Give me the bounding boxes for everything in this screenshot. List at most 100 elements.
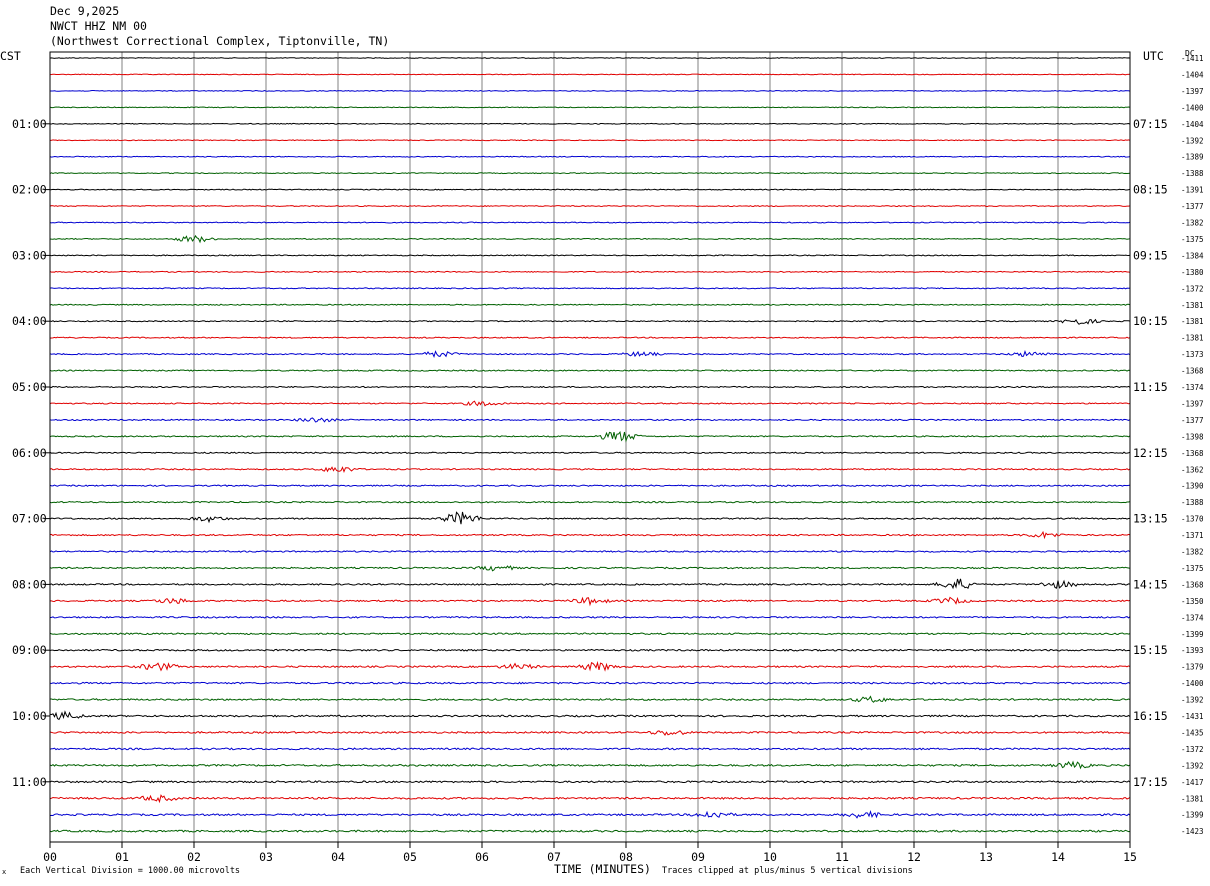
trace-33 (50, 596, 1131, 607)
x-tick-13: 13 (979, 850, 993, 864)
trace-26 (49, 484, 1131, 487)
trace-15 (49, 303, 1131, 306)
dc-offset-43: -1392 (1181, 761, 1204, 770)
trace-25 (49, 466, 1131, 473)
dc-offset-41: -1435 (1181, 728, 1204, 737)
dc-offset-46: -1399 (1181, 811, 1204, 820)
dc-offset-23: -1398 (1181, 432, 1204, 441)
trace-17 (49, 336, 1131, 339)
trace-13 (49, 270, 1131, 273)
dc-offset-labels: -1411 -1404 -1397 -1400 -1404 -1392 -1389 -1388… (1181, 54, 1204, 836)
cst-label-4: 05:00 (12, 380, 47, 394)
dc-offset-2: -1397 (1181, 87, 1204, 96)
trace-20 (49, 385, 1131, 389)
seismic-traces (49, 57, 1131, 833)
dc-offset-25: -1362 (1181, 465, 1204, 474)
trace-27 (49, 500, 1131, 504)
trace-18 (49, 349, 1131, 359)
dc-offset-14: -1372 (1181, 284, 1204, 293)
dc-offset-35: -1399 (1181, 630, 1204, 639)
dc-offset-42: -1372 (1181, 745, 1204, 754)
dc-offset-3: -1400 (1181, 103, 1204, 112)
dc-offset-5: -1392 (1181, 136, 1204, 145)
trace-38 (49, 681, 1131, 685)
dc-offset-26: -1390 (1181, 482, 1204, 491)
x-axis-title: TIME (MINUTES) (554, 862, 651, 876)
x-tick-04: 04 (331, 850, 345, 864)
trace-14 (49, 287, 1131, 290)
x-tick-12: 12 (907, 850, 921, 864)
right-timezone-label: UTC (1143, 49, 1164, 63)
trace-12 (49, 254, 1131, 257)
dc-offset-36: -1393 (1181, 646, 1204, 655)
x-tick-10: 10 (763, 850, 777, 864)
utc-label-0: 07:15 (1133, 117, 1168, 131)
trace-0 (49, 57, 1131, 59)
dc-offset-31: -1375 (1181, 564, 1204, 573)
dc-offset-0: -1411 (1181, 54, 1204, 63)
dc-offset-30: -1382 (1181, 548, 1204, 557)
trace-1 (49, 73, 1131, 76)
trace-40 (49, 710, 1131, 721)
trace-30 (49, 550, 1131, 553)
utc-label-3: 10:15 (1133, 314, 1168, 328)
utc-hour-labels: 07:15 08:15 09:15 10:15 11:15 12:15 13:15 14:15… (1133, 117, 1168, 789)
trace-36 (49, 648, 1131, 652)
x-tick-09: 09 (691, 850, 705, 864)
dc-offset-1: -1404 (1181, 70, 1204, 79)
plot-frame (49, 51, 1131, 843)
cst-label-8: 09:00 (12, 643, 47, 657)
trace-43 (49, 760, 1131, 770)
cst-hour-labels: 01:00 02:00 03:00 04:00 05:00 06:00 07:00 08:00… (12, 117, 50, 789)
dc-offset-16: -1381 (1181, 317, 1204, 326)
x-tick-11: 11 (835, 850, 849, 864)
dc-offset-40: -1431 (1181, 712, 1204, 721)
cst-label-9: 10:00 (12, 709, 47, 723)
x-tick-00: 00 (43, 850, 57, 864)
dc-offset-27: -1388 (1181, 498, 1204, 507)
dc-offset-17: -1381 (1181, 334, 1204, 343)
dc-offset-44: -1417 (1181, 778, 1204, 787)
trace-4 (49, 122, 1131, 125)
dc-offset-header: DC (1185, 49, 1195, 58)
cst-label-6: 07:00 (12, 512, 47, 526)
cst-label-5: 06:00 (12, 446, 47, 460)
clipping-note: Traces clipped at plus/minus 5 vertical … (662, 866, 913, 876)
dc-offset-33: -1350 (1181, 597, 1204, 606)
dc-offset-47: -1423 (1181, 827, 1204, 836)
trace-21 (49, 400, 1131, 407)
trace-10 (49, 221, 1131, 224)
x-tick-06: 06 (475, 850, 489, 864)
x-tick-15: 15 (1123, 850, 1137, 864)
trace-46 (49, 809, 1131, 819)
cst-label-3: 04:00 (12, 314, 47, 328)
dc-offset-24: -1368 (1181, 449, 1204, 458)
trace-19 (49, 369, 1131, 372)
x-tick-03: 03 (259, 850, 273, 864)
x-tick-05: 05 (403, 850, 417, 864)
vertical-division-note: Each Vertical Division = 1000.00 microvo… (20, 866, 241, 876)
cst-label-10: 11:00 (12, 775, 47, 789)
utc-label-1: 08:15 (1133, 183, 1168, 197)
x-tick-14: 14 (1051, 850, 1065, 864)
trace-24 (49, 451, 1131, 455)
trace-9 (49, 205, 1131, 208)
utc-label-4: 11:15 (1133, 380, 1168, 394)
dc-offset-8: -1391 (1181, 186, 1204, 195)
trace-23 (49, 430, 1131, 443)
trace-6 (49, 155, 1131, 158)
utc-label-7: 14:15 (1133, 577, 1168, 591)
trace-29 (49, 530, 1131, 540)
dc-offset-15: -1381 (1181, 301, 1204, 310)
trace-35 (49, 632, 1131, 636)
trace-2 (49, 89, 1131, 92)
cst-label-2: 03:00 (12, 248, 47, 262)
trace-22 (49, 417, 1131, 423)
dc-offset-28: -1370 (1181, 515, 1204, 524)
dc-offset-9: -1377 (1181, 202, 1204, 211)
dc-offset-10: -1382 (1181, 219, 1204, 228)
dc-offset-19: -1368 (1181, 367, 1204, 376)
x-tick-01: 01 (115, 850, 129, 864)
trace-44 (49, 780, 1131, 784)
